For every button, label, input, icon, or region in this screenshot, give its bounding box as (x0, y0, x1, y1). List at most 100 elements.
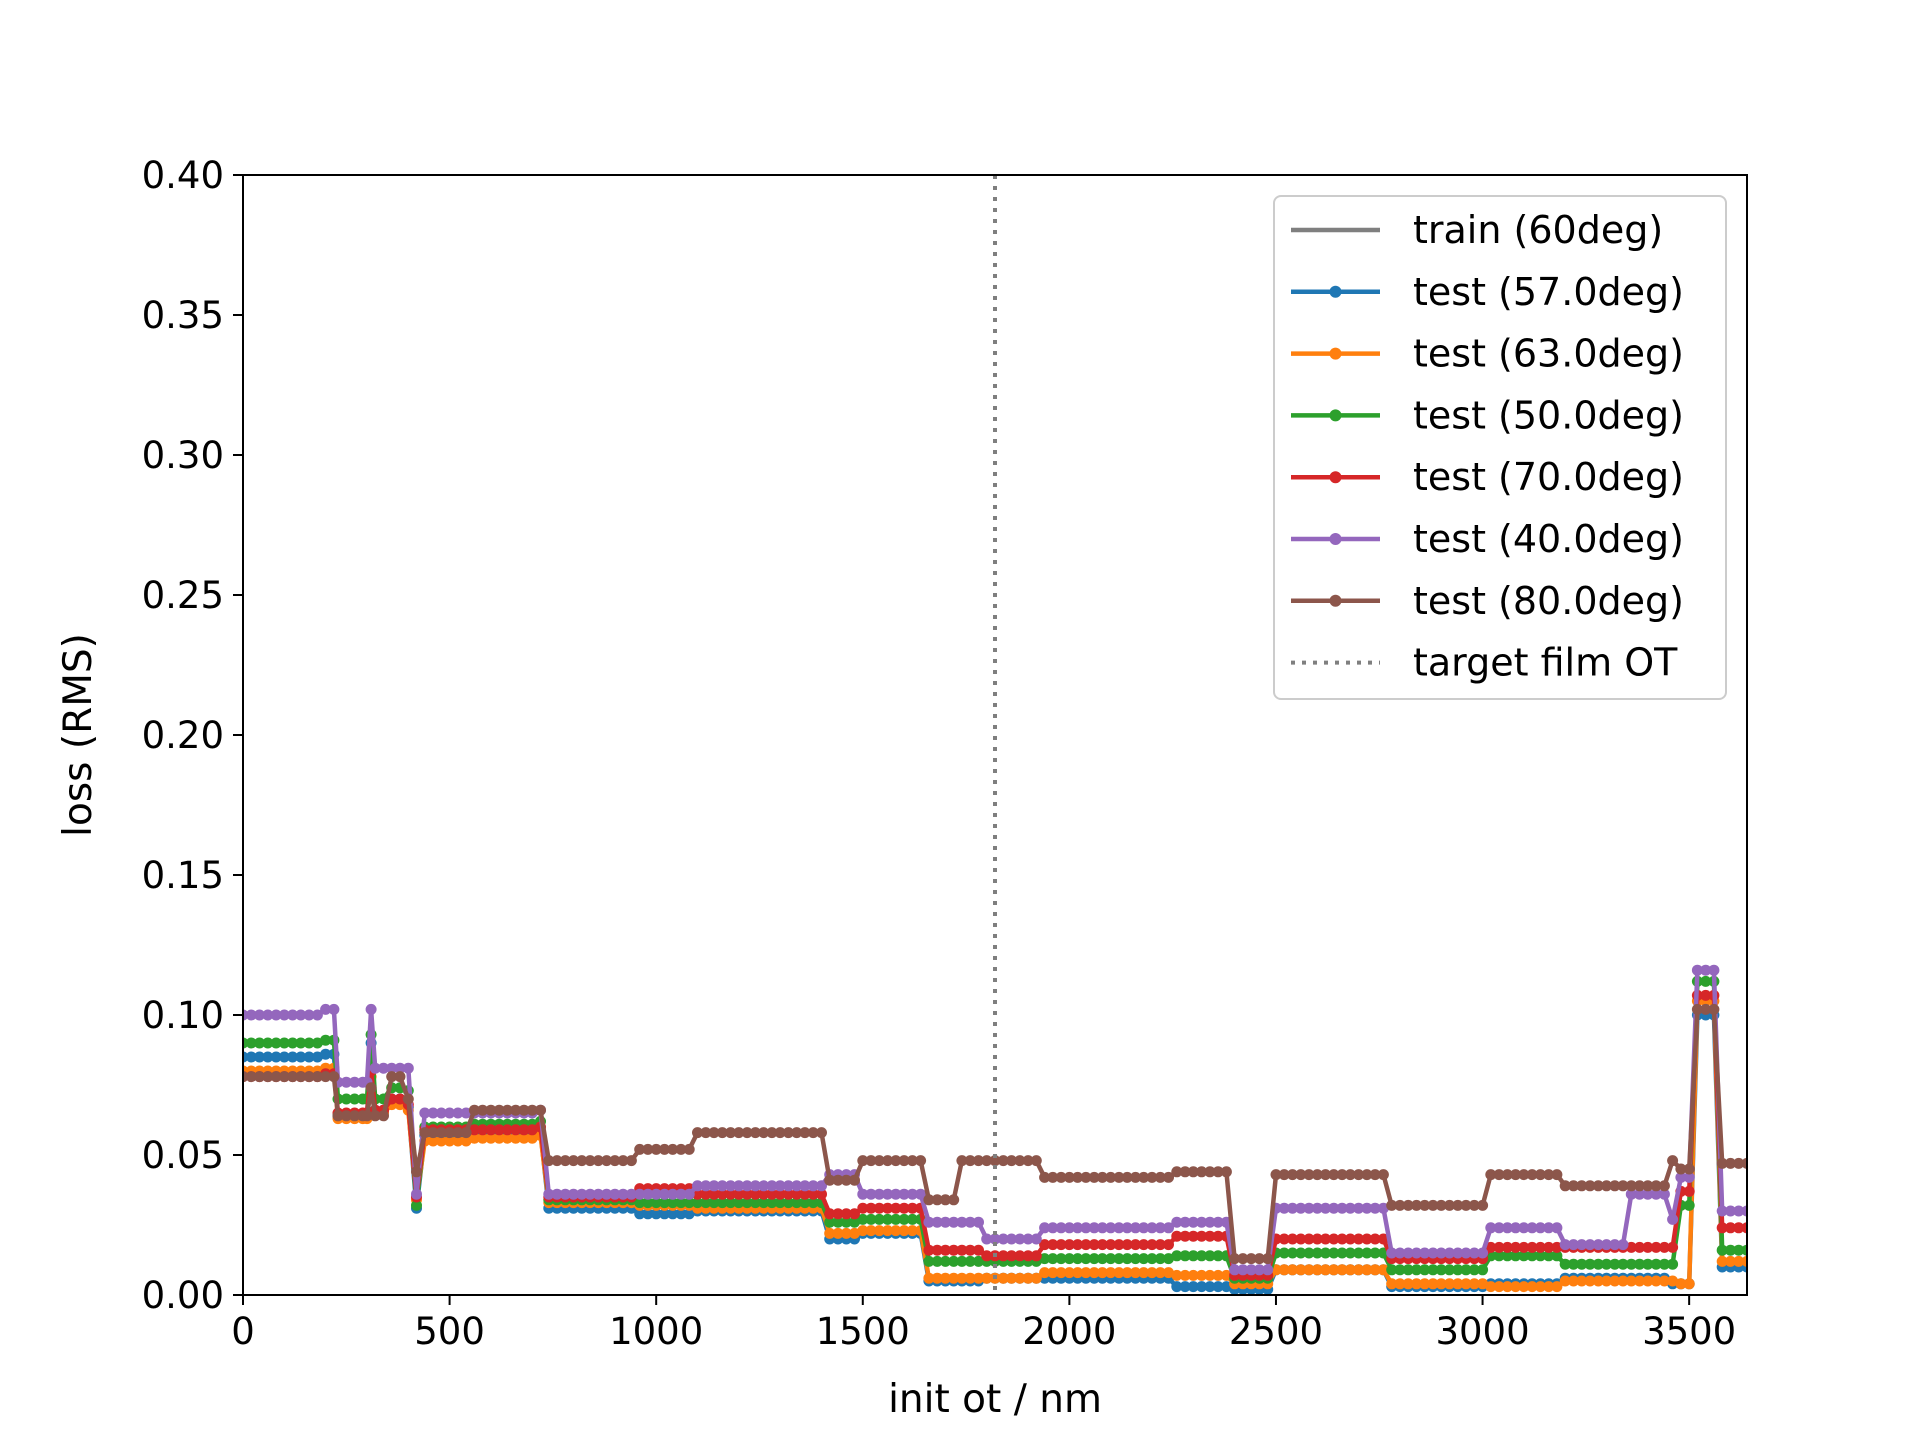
data-point (452, 1127, 464, 1139)
data-point (427, 1135, 439, 1147)
data-point (1179, 1166, 1191, 1178)
data-point (1022, 1272, 1034, 1284)
data-point (1386, 1264, 1398, 1276)
data-point (1303, 1169, 1315, 1181)
data-point (1344, 1264, 1356, 1276)
data-point (1369, 1169, 1381, 1181)
data-point (625, 1188, 637, 1200)
data-point (365, 1003, 377, 1015)
data-point (1725, 1205, 1736, 1217)
data-point (939, 1216, 951, 1228)
data-point (634, 1197, 646, 1209)
data-point (1725, 1222, 1736, 1234)
data-point (1435, 1247, 1447, 1259)
data-point (1096, 1171, 1108, 1183)
data-point (1733, 1244, 1745, 1256)
data-point (766, 1127, 778, 1139)
data-point (832, 1227, 844, 1239)
data-point (1303, 1264, 1315, 1276)
data-point (1121, 1239, 1133, 1251)
data-point (741, 1188, 753, 1200)
data-point (1278, 1202, 1290, 1214)
data-point (882, 1225, 894, 1237)
data-point (1295, 1264, 1307, 1276)
data-point (675, 1188, 687, 1200)
data-point (1634, 1180, 1646, 1192)
data-point (882, 1155, 894, 1167)
data-point (1361, 1264, 1373, 1276)
data-point (964, 1244, 976, 1256)
y-tick-label: 0.30 (142, 434, 224, 477)
data-point (1683, 1199, 1695, 1211)
legend-label: target film OT (1413, 641, 1678, 685)
data-point (1369, 1264, 1381, 1276)
data-point (733, 1180, 745, 1192)
data-point (981, 1250, 993, 1262)
data-point (340, 1110, 352, 1122)
data-point (1534, 1241, 1546, 1253)
data-point (1419, 1199, 1431, 1211)
data-point (1650, 1241, 1662, 1253)
legend-label: test (70.0deg) (1413, 455, 1684, 499)
data-point (989, 1155, 1001, 1167)
data-point (799, 1188, 811, 1200)
data-point (617, 1155, 629, 1167)
data-point (956, 1216, 968, 1228)
data-point (1187, 1269, 1199, 1281)
data-point (1055, 1239, 1067, 1251)
legend-marker (1329, 471, 1342, 484)
data-point (1163, 1267, 1174, 1279)
data-point (1328, 1264, 1340, 1276)
data-point (1138, 1253, 1150, 1265)
data-point (1047, 1171, 1059, 1183)
data-point (1427, 1199, 1439, 1211)
data-point (832, 1208, 844, 1220)
data-point (973, 1272, 984, 1284)
data-point (1601, 1239, 1612, 1251)
data-point (1435, 1264, 1447, 1276)
data-point (865, 1213, 877, 1225)
data-point (1683, 1278, 1695, 1290)
data-point (394, 1093, 406, 1105)
data-point (1187, 1281, 1199, 1293)
data-point (1634, 1188, 1646, 1200)
data-point (1650, 1275, 1662, 1287)
data-point (708, 1127, 720, 1139)
data-point (725, 1127, 737, 1139)
data-point (1543, 1250, 1555, 1262)
data-point (1303, 1233, 1315, 1245)
data-point (1733, 1157, 1745, 1169)
data-point (1510, 1169, 1522, 1181)
x-tick-label: 500 (414, 1310, 485, 1353)
data-point (948, 1244, 960, 1256)
data-point (1328, 1202, 1340, 1214)
data-point (716, 1188, 728, 1200)
data-point (460, 1107, 472, 1119)
data-point (452, 1107, 464, 1119)
data-point (939, 1194, 951, 1206)
data-point (973, 1244, 984, 1256)
data-point (262, 1071, 274, 1083)
data-point (1039, 1239, 1051, 1251)
data-point (642, 1143, 654, 1155)
data-point (956, 1255, 968, 1267)
data-point (1452, 1199, 1464, 1211)
data-point (328, 1003, 340, 1015)
data-point (1642, 1275, 1654, 1287)
data-point (609, 1188, 621, 1200)
data-point (340, 1076, 352, 1088)
data-point (278, 1051, 290, 1063)
data-point (1080, 1239, 1092, 1251)
data-point (840, 1227, 852, 1239)
data-point (1493, 1250, 1505, 1262)
data-point (1138, 1222, 1150, 1234)
data-point (1055, 1171, 1067, 1183)
data-point (1179, 1230, 1191, 1242)
data-point (460, 1135, 472, 1147)
data-point (1113, 1253, 1125, 1265)
data-point (1353, 1247, 1365, 1259)
data-point (1667, 1241, 1679, 1253)
data-point (865, 1225, 877, 1237)
data-point (1518, 1250, 1530, 1262)
data-point (1063, 1222, 1075, 1234)
